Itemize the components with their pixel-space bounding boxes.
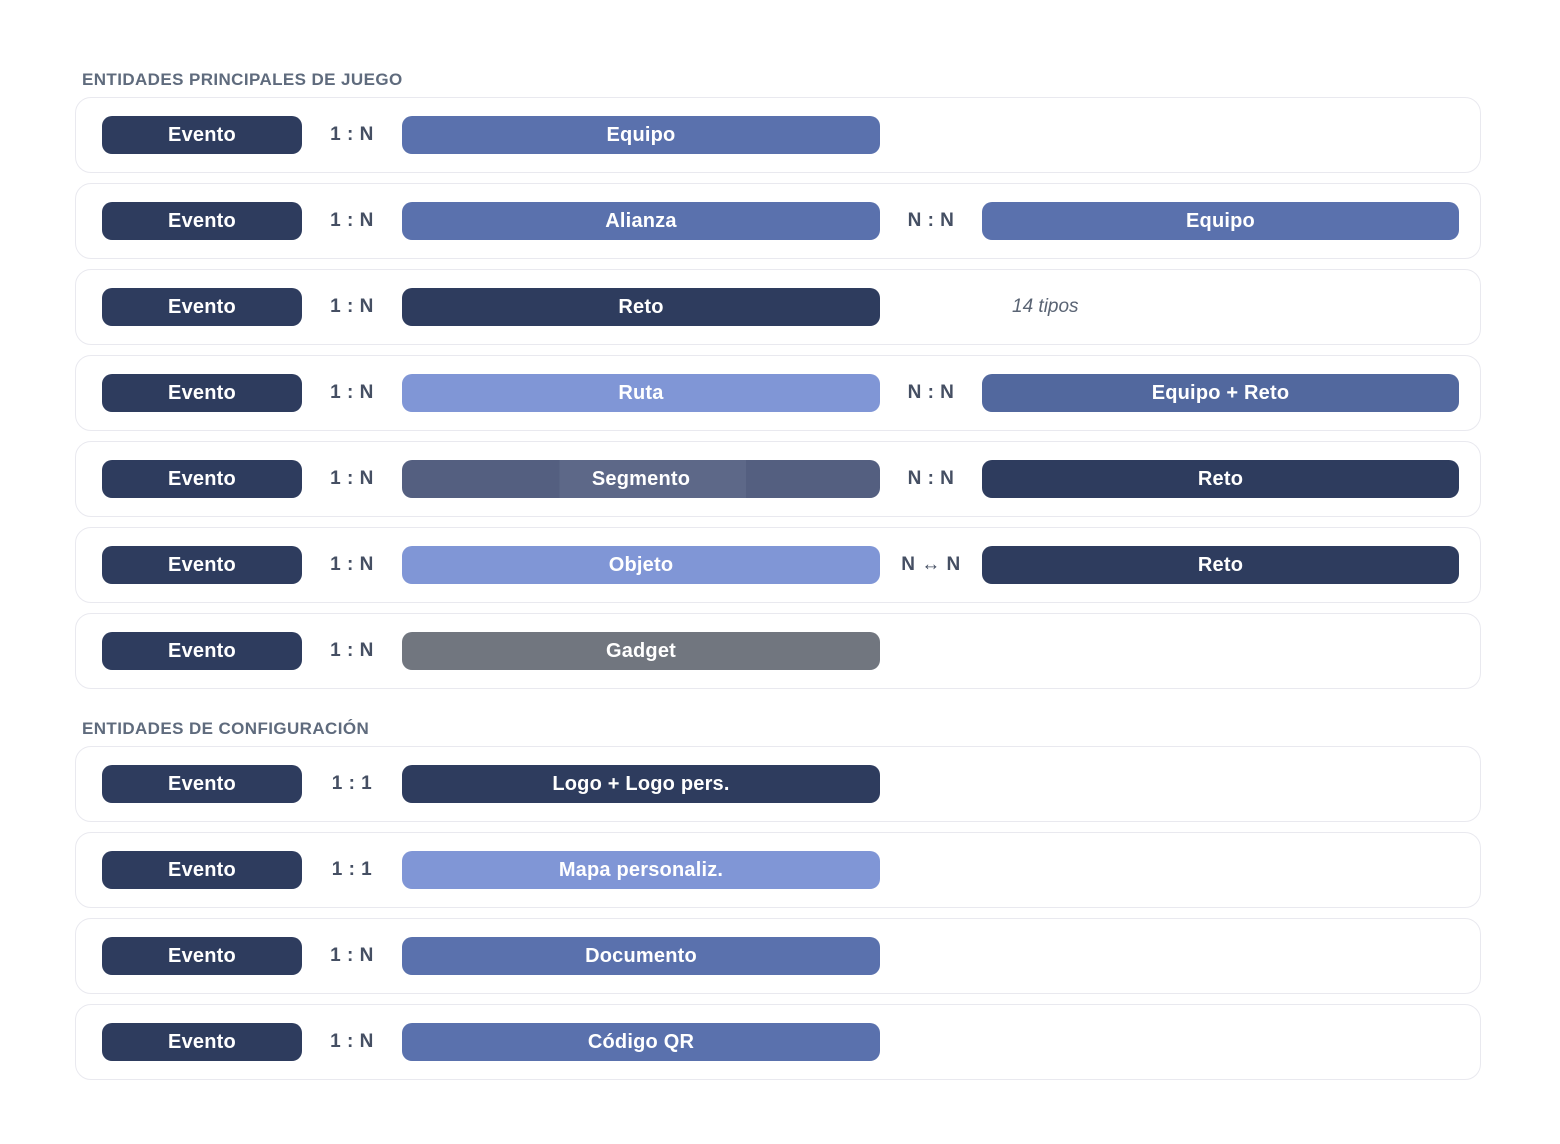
pill-evento: Evento — [102, 937, 302, 975]
diagram-page: ENTIDADES PRINCIPALES DE JUEGO Evento 1 … — [75, 70, 1481, 1080]
relation-label: N : N — [907, 210, 955, 231]
pill-segmento: Segmento — [402, 460, 880, 498]
relation-row-objeto: Evento 1 : N Objeto N ↔ N Reto — [75, 527, 1481, 603]
pill-evento: Evento — [102, 546, 302, 584]
relation-row-mapa: Evento 1 : 1 Mapa personaliz. — [75, 832, 1481, 908]
section-title-configuracion: ENTIDADES DE CONFIGURACIÓN — [82, 719, 370, 738]
relation-label: 1 : N — [330, 468, 374, 489]
relation-row-alianza: Evento 1 : N Alianza N : N Equipo — [75, 183, 1481, 259]
relation-label: 1 : N — [330, 554, 374, 575]
pill-evento: Evento — [102, 851, 302, 889]
relation-label: 1 : N — [330, 296, 374, 317]
relation-row-documento: Evento 1 : N Documento — [75, 918, 1481, 994]
relation-row-ruta: Evento 1 : N Ruta N : N Equipo + Reto — [75, 355, 1481, 431]
pill-evento: Evento — [102, 460, 302, 498]
pill-equipo-reto: Equipo + Reto — [982, 374, 1459, 412]
pill-evento: Evento — [102, 632, 302, 670]
relation-label: 1 : N — [330, 382, 374, 403]
pill-evento: Evento — [102, 116, 302, 154]
pill-alianza: Alianza — [402, 202, 880, 240]
relation-row-reto: Evento 1 : N Reto 14 tipos — [75, 269, 1481, 345]
pill-equipo: Equipo — [982, 202, 1459, 240]
relation-label: N : N — [907, 382, 955, 403]
relation-label: 1 : N — [330, 210, 374, 231]
relation-row-equipo: Evento 1 : N Equipo — [75, 97, 1481, 173]
section-title-principales: ENTIDADES PRINCIPALES DE JUEGO — [82, 70, 403, 89]
pill-reto: Reto — [982, 546, 1459, 584]
note-14-tipos: 14 tipos — [1012, 296, 1079, 317]
pill-ruta: Ruta — [402, 374, 880, 412]
pill-gadget: Gadget — [402, 632, 880, 670]
relation-row-codigo-qr: Evento 1 : N Código QR — [75, 1004, 1481, 1080]
relation-label: 1 : N — [330, 1031, 374, 1052]
pill-objeto: Objeto — [402, 546, 880, 584]
pill-evento: Evento — [102, 288, 302, 326]
relation-label: 1 : 1 — [331, 859, 373, 880]
pill-mapa-personalizado: Mapa personaliz. — [402, 851, 880, 889]
relation-row-segmento: Evento 1 : N Segmento N : N Reto — [75, 441, 1481, 517]
relation-label: N : N — [907, 468, 955, 489]
pill-evento: Evento — [102, 202, 302, 240]
pill-evento: Evento — [102, 1023, 302, 1061]
pill-reto: Reto — [402, 288, 880, 326]
relation-label-bidirectional: N ↔ N — [901, 554, 961, 575]
pill-evento: Evento — [102, 765, 302, 803]
pill-logo: Logo + Logo pers. — [402, 765, 880, 803]
relation-row-gadget: Evento 1 : N Gadget — [75, 613, 1481, 689]
relation-label: 1 : N — [330, 124, 374, 145]
pill-evento: Evento — [102, 374, 302, 412]
pill-codigo-qr: Código QR — [402, 1023, 880, 1061]
relation-label: 1 : N — [330, 640, 374, 661]
pill-documento: Documento — [402, 937, 880, 975]
pill-reto: Reto — [982, 460, 1459, 498]
pill-equipo: Equipo — [402, 116, 880, 154]
relation-label: 1 : N — [330, 945, 374, 966]
relation-label: 1 : 1 — [331, 773, 373, 794]
relation-row-logo: Evento 1 : 1 Logo + Logo pers. — [75, 746, 1481, 822]
